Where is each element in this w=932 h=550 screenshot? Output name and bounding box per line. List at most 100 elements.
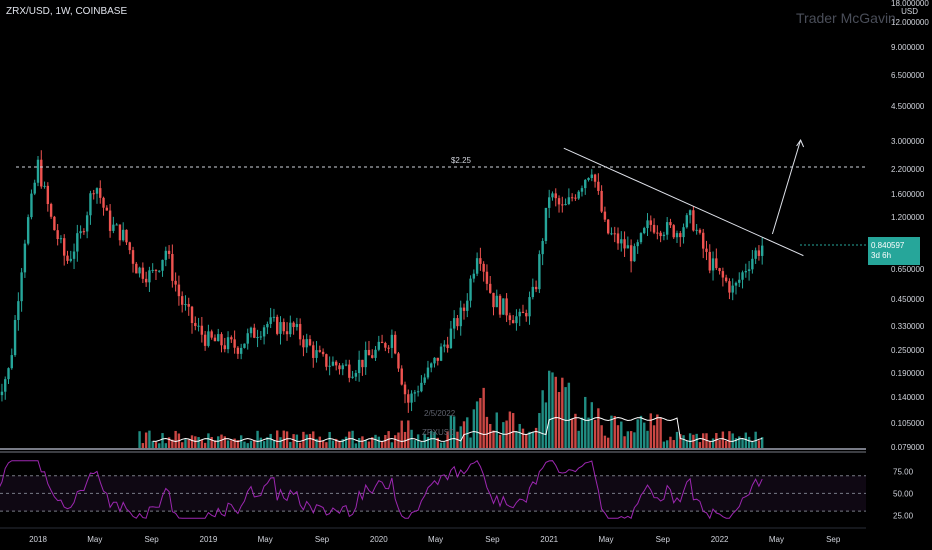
volume-bar <box>603 435 607 449</box>
volume-bar <box>649 413 652 449</box>
volume-bar <box>393 435 397 449</box>
volume-bar <box>239 435 243 449</box>
candle-body <box>259 336 263 338</box>
candle-body <box>393 334 397 354</box>
volume-bar <box>472 409 476 449</box>
volume-bar <box>459 426 462 449</box>
candle-body <box>99 188 102 198</box>
time-tick-label: Sep <box>826 535 841 544</box>
candle-body <box>443 344 446 347</box>
candle-body <box>112 224 115 231</box>
volume-bar <box>420 441 423 449</box>
volume-bar <box>675 431 679 449</box>
candle-body <box>233 339 236 348</box>
candle-body <box>361 359 364 368</box>
candle-body <box>33 182 36 194</box>
candle-body <box>292 322 295 328</box>
volume-bar <box>728 431 731 449</box>
volume-bar <box>606 437 610 449</box>
volume-bar <box>148 430 151 449</box>
projection-arrow <box>771 139 802 235</box>
candle-body <box>89 193 92 216</box>
resistance-label: $2.25 <box>451 156 472 165</box>
candle-body <box>728 281 731 293</box>
volume-bar <box>567 382 571 449</box>
candle-body <box>144 278 148 283</box>
candle-body <box>239 347 243 354</box>
candle-body <box>344 364 348 366</box>
volume-bar <box>223 436 226 449</box>
candle-body <box>125 229 128 243</box>
candle-body <box>364 349 367 368</box>
volume-bar <box>217 436 220 449</box>
candle-body <box>279 322 282 334</box>
volume-bar <box>734 438 738 449</box>
volume-bar <box>230 440 233 449</box>
candle-body <box>371 355 374 358</box>
time-tick-label: May <box>598 535 613 544</box>
candle-body <box>600 190 603 212</box>
volume-bar <box>718 439 721 449</box>
volume-bar <box>220 434 223 449</box>
volume-bar <box>433 431 436 449</box>
rsi-pane: 75.00 50.00 25.00 <box>0 459 914 521</box>
candle-body <box>738 279 741 283</box>
volume-bar <box>495 412 498 449</box>
volume-bar <box>531 432 535 449</box>
candle-body <box>564 204 567 206</box>
volume-bar <box>443 442 446 449</box>
volume-bar <box>295 434 299 449</box>
candle-body <box>744 270 748 273</box>
candle-body <box>469 278 472 301</box>
candle-body <box>574 197 577 199</box>
candle-body <box>102 197 105 208</box>
candle-body <box>380 341 384 343</box>
candle-body <box>331 361 335 366</box>
candle-body <box>262 327 266 337</box>
symbol-title[interactable]: ZRX/USD, 1W, COINBASE <box>6 6 128 17</box>
candle-body <box>662 234 666 237</box>
volume-bar <box>374 434 377 449</box>
volume-bar <box>626 431 630 449</box>
volume-bar <box>171 439 174 449</box>
volume-bar <box>508 411 512 449</box>
candle-body <box>482 263 485 272</box>
candle-body <box>492 292 495 308</box>
candle-body <box>423 377 426 383</box>
candle-body <box>397 353 400 369</box>
volume-bar <box>534 427 538 449</box>
candle-body <box>63 238 66 256</box>
volume-bar <box>354 443 358 449</box>
volume-bar <box>456 431 459 449</box>
volume-bar <box>439 442 443 449</box>
candle-body <box>236 347 240 354</box>
volume-bar <box>715 433 718 449</box>
volume-bar <box>174 430 177 449</box>
volume-bar <box>452 416 456 449</box>
volume-bar <box>351 430 354 449</box>
volume-bar <box>292 434 295 449</box>
volume-bar <box>207 433 210 449</box>
candle-body <box>649 220 652 225</box>
candle-body <box>479 258 482 264</box>
volume-bar <box>633 432 636 449</box>
candle-body <box>446 344 449 349</box>
candle-body <box>459 307 462 327</box>
volume-bar <box>259 437 263 449</box>
rsi-tick-label: 25.00 <box>893 512 914 521</box>
volume-bar <box>210 436 213 449</box>
time-axis[interactable]: 2018 May Sep 2019 May Sep 2020 May Sep 2021 May Sep… <box>29 535 841 544</box>
candle-body <box>541 241 544 255</box>
candle-body <box>534 286 538 290</box>
volume-bar <box>436 437 439 449</box>
candle-body <box>82 231 86 233</box>
volume-bar <box>636 419 639 449</box>
price-axis[interactable]: 18.000000 12.000000 9.000000 6.500000 4.5000… <box>891 0 929 452</box>
volume-bar <box>574 413 577 449</box>
volume-bar <box>161 433 164 449</box>
price-tick-label: 2.200000 <box>891 165 925 174</box>
candle-body <box>272 316 276 318</box>
volume-bar <box>466 417 469 449</box>
candle-body <box>544 207 548 242</box>
